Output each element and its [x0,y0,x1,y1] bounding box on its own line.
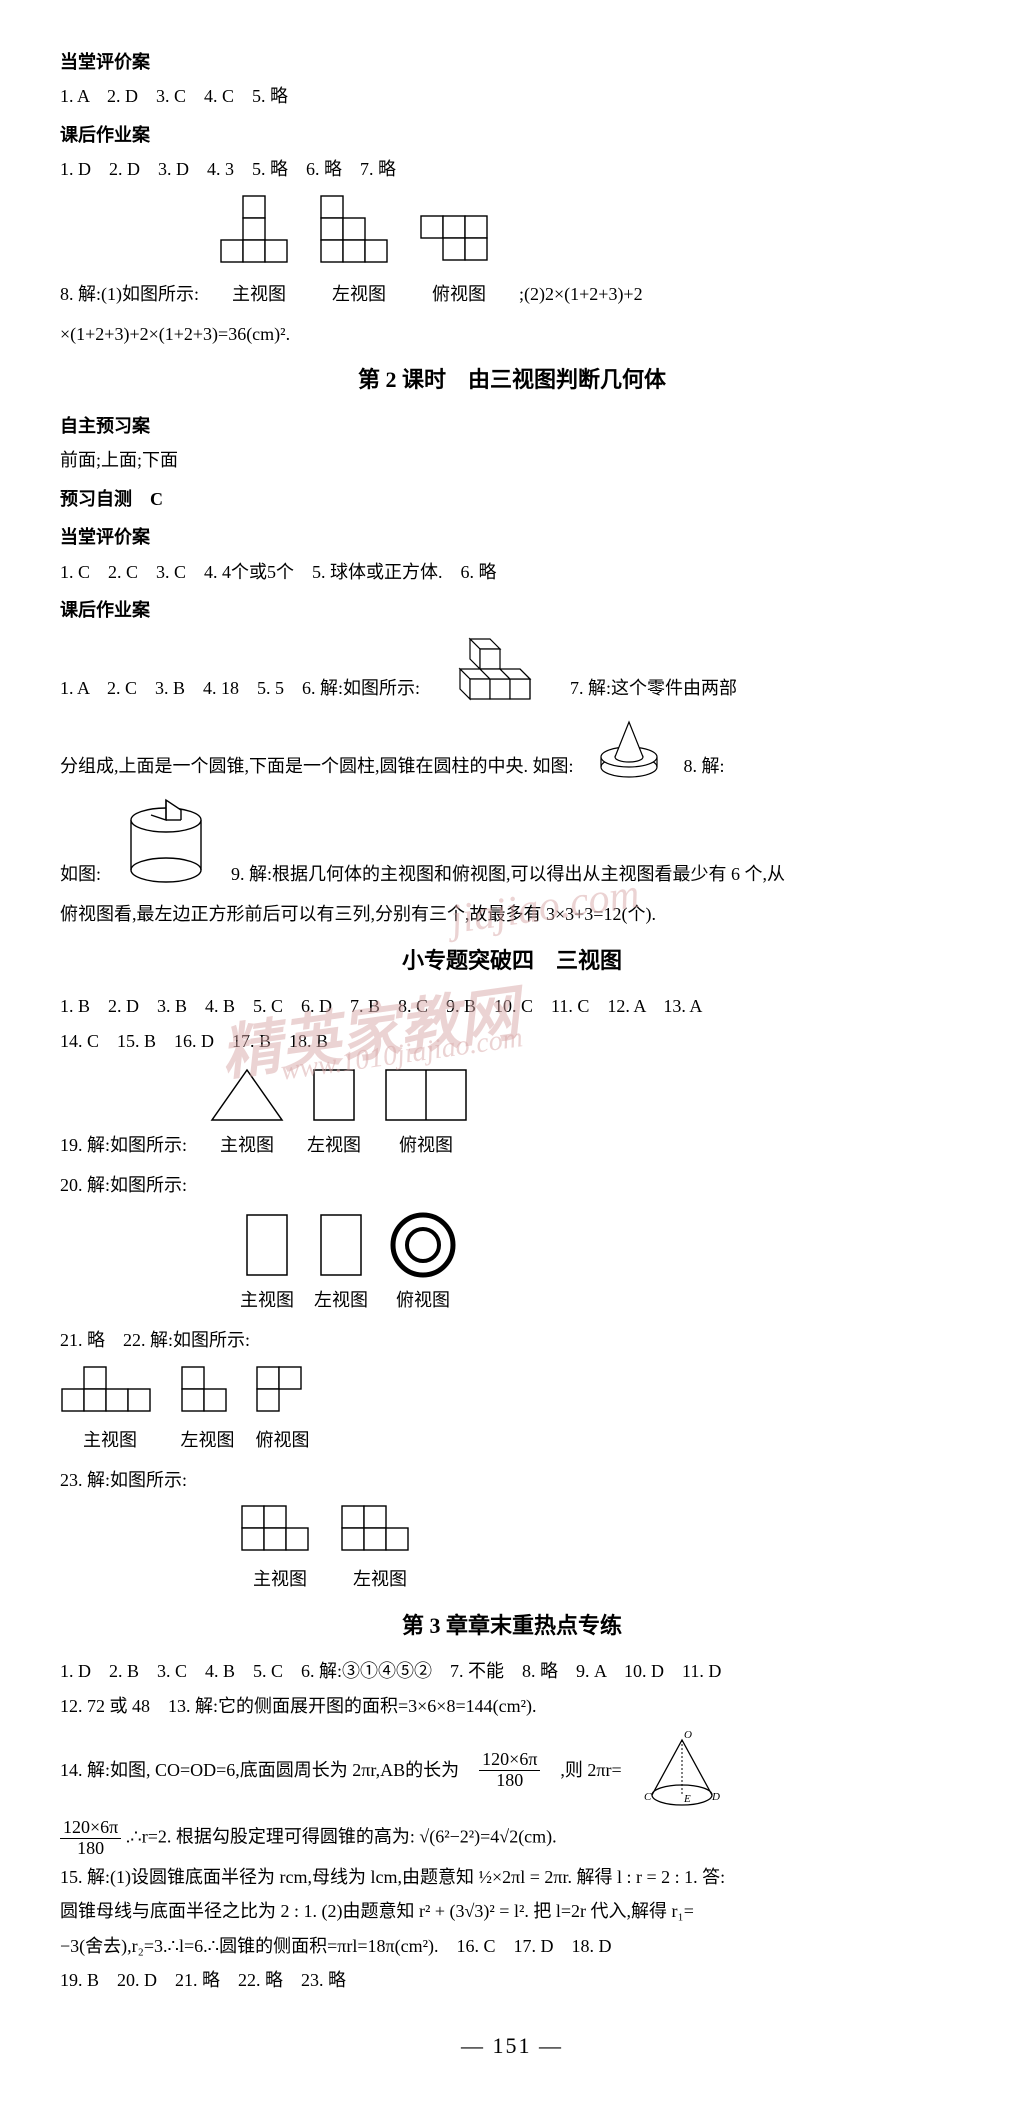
front-view-diagram: 主视图 [219,194,299,310]
section-title: 当堂评价案 [60,521,964,553]
view-caption: 主视图 [240,1284,294,1316]
chapter-heading: 第 3 章章末重热点专练 [60,1606,964,1646]
q7-cont: 分组成,上面是一个圆锥,下面是一个圆柱,圆锥在圆柱的中央. 如图: [60,750,574,782]
svg-text:O: O [684,1730,692,1741]
view-caption: 左视图 [353,1563,407,1595]
view-caption: 左视图 [314,1284,368,1316]
q9-cont: 俯视图看,最左边正方形前后可以有三列,分别有三个,故最多有 3×3+3=12(个… [60,898,964,930]
top-view-diagram: 俯视图 [419,214,499,310]
q14-cont: 120×6π 180 .∴r=2. 根据勾股定理可得圆锥的高为: √(6²−2²… [60,1818,964,1859]
view-caption: 俯视图 [432,278,486,310]
view-caption: 主视图 [253,1563,307,1595]
answer-line: 1. D 2. D 3. D 4. 3 5. 略 6. 略 7. 略 [60,153,964,185]
page-number: — 151 — [60,2026,964,2066]
q7-row: 分组成,上面是一个圆锥,下面是一个圆柱,圆锥在圆柱的中央. 如图: 8. 解: [60,712,964,782]
q15-line: 圆锥母线与底面半径之比为 2 : 1. (2)由题意知 r² + (3√3)² … [60,1895,964,1927]
left-view-diagram: 左视图 [319,194,399,310]
front-view-diagram: 主视图 [60,1365,160,1456]
answer-line: 19. B 20. D 21. 略 22. 略 23. 略 [60,1964,964,1996]
view-caption: 俯视图 [396,1284,450,1316]
q19-row: 19. 解:如图所示: 主视图 左视图 俯视图 [60,1065,964,1161]
q6-row: 1. A 2. C 3. B 4. 18 5. 5 6. 解:如图所示: 7. … [60,634,964,704]
cut-cylinder-diagram [121,790,211,890]
front-view-diagram: 主视图 [207,1065,287,1161]
q8-row: 8. 解:(1)如图所示: 主视图 左视图 俯视图 ;(2)2×(1+2+3)+… [60,194,964,310]
q8-label: 8. 解: [684,750,725,782]
q7-text: 7. 解:这个零件由两部 [570,672,737,704]
q22-row: 主视图 左视图 俯视图 [60,1365,964,1456]
top-view-diagram: 俯视图 [255,1365,310,1456]
view-caption: 俯视图 [256,1424,310,1456]
rect-icon [309,1065,359,1125]
answer-line: 14. C 15. B 16. D 17. B 18. B [60,1025,964,1057]
section-title: 课后作业案 [60,594,964,626]
answer-line: 1. A 2. C 3. B 4. 18 5. 5 6. 解:如图所示: [60,672,420,704]
q14-text-c: .∴r=2. 根据勾股定理可得圆锥的高为: √(6²−2²)=4√2(cm). [126,1827,557,1847]
text-line: 前面;上面;下面 [60,444,964,476]
fraction: 120×6π 180 [60,1818,121,1859]
left-view-diagram: 左视图 [307,1065,361,1161]
view-caption: 主视图 [232,278,286,310]
q8-prefix: 8. 解:(1)如图所示: [60,278,199,310]
fraction-num: 120×6π [479,1750,540,1771]
view-caption: 俯视图 [399,1129,453,1161]
top-view-diagram: 俯视图 [388,1210,458,1316]
left-view-diagram: 左视图 [180,1365,235,1456]
section-title: 预习自测 C [60,483,964,515]
view-caption: 主视图 [220,1129,274,1161]
q14-text-b: ,则 2πr= [560,1754,621,1786]
topic-heading: 小专题突破四 三视图 [60,941,964,981]
rect-icon [242,1210,292,1280]
q15-line: −3(舍去),r₂=3.∴l=6.∴圆锥的侧面积=πrl=18π(cm²). 1… [60,1930,964,1962]
view-caption: 主视图 [83,1424,137,1456]
view-caption: 左视图 [332,278,386,310]
view-caption: 左视图 [181,1424,235,1456]
left-view-diagram: 左视图 [340,1504,420,1595]
section-title: 当堂评价案 [60,46,964,78]
svg-text:E: E [683,1793,691,1805]
answer-line: 1. D 2. B 3. C 4. B 5. C 6. 解:③①④⑤② 7. 不… [60,1655,964,1687]
fraction-den: 180 [479,1771,540,1791]
q14-row: 14. 解:如图, CO=OD=6,底面圆周长为 2πr,AB的长为 120×6… [60,1730,964,1810]
fraction-num: 120×6π [60,1818,121,1839]
section-title: 课后作业案 [60,119,964,151]
left-view-diagram: 左视图 [314,1210,368,1316]
front-view-diagram: 主视图 [240,1210,294,1316]
front-view-diagram: 主视图 [240,1504,320,1595]
q20-prefix: 20. 解:如图所示: [60,1169,964,1201]
fraction: 120×6π 180 [479,1750,540,1791]
answer-line: 1. A 2. D 3. C 4. C 5. 略 [60,80,964,112]
q8-prefix: 如图: [60,858,101,890]
triangle-icon [207,1065,287,1125]
q20-row: 主视图 左视图 俯视图 [240,1210,964,1316]
q8-suffix: ;(2)2×(1+2+3)+2 [519,278,643,310]
svg-text:D: D [711,1791,720,1803]
top-view-diagram: 俯视图 [381,1065,471,1161]
rect-split-icon [381,1065,471,1125]
fraction-den: 180 [60,1839,121,1859]
answer-line: 12. 72 或 48 13. 解:它的侧面展开图的面积=3×6×8=144(c… [60,1690,964,1722]
q9-text: 9. 解:根据几何体的主视图和俯视图,可以得出从主视图看最少有 6 个,从 [231,858,785,890]
q23-row: 主视图 左视图 [240,1504,964,1595]
q15-line: 15. 解:(1)设圆锥底面半径为 rcm,母线为 lcm,由题意知 ½×2πl… [60,1861,964,1893]
answer-line: 1. C 2. C 3. C 4. 4个或5个 5. 球体或正方体. 6. 略 [60,556,964,588]
ring-icon [388,1210,458,1280]
cubes-diagram [440,634,550,704]
q23-prefix: 23. 解:如图所示: [60,1464,964,1496]
q19-prefix: 19. 解:如图所示: [60,1129,187,1161]
section-title: 自主预习案 [60,410,964,442]
lesson-heading: 第 2 课时 由三视图判断几何体 [60,360,964,400]
view-caption: 左视图 [307,1129,361,1161]
rect-icon [316,1210,366,1280]
q21-22-prefix: 21. 略 22. 解:如图所示: [60,1324,964,1356]
cone-on-cylinder-diagram [594,712,664,782]
svg-text:C: C [644,1791,652,1803]
q8-9-row: 如图: 9. 解:根据几何体的主视图和俯视图,可以得出从主视图看最少有 6 个,… [60,790,964,890]
answer-line: 1. B 2. D 3. B 4. B 5. C 6. D 7. B 8. C … [60,990,964,1022]
q8-continuation: ×(1+2+3)+2×(1+2+3)=36(cm)². [60,318,964,350]
q14-text-a: 14. 解:如图, CO=OD=6,底面圆周长为 2πr,AB的长为 [60,1754,459,1786]
cone-diagram: O C D E [642,1730,722,1810]
